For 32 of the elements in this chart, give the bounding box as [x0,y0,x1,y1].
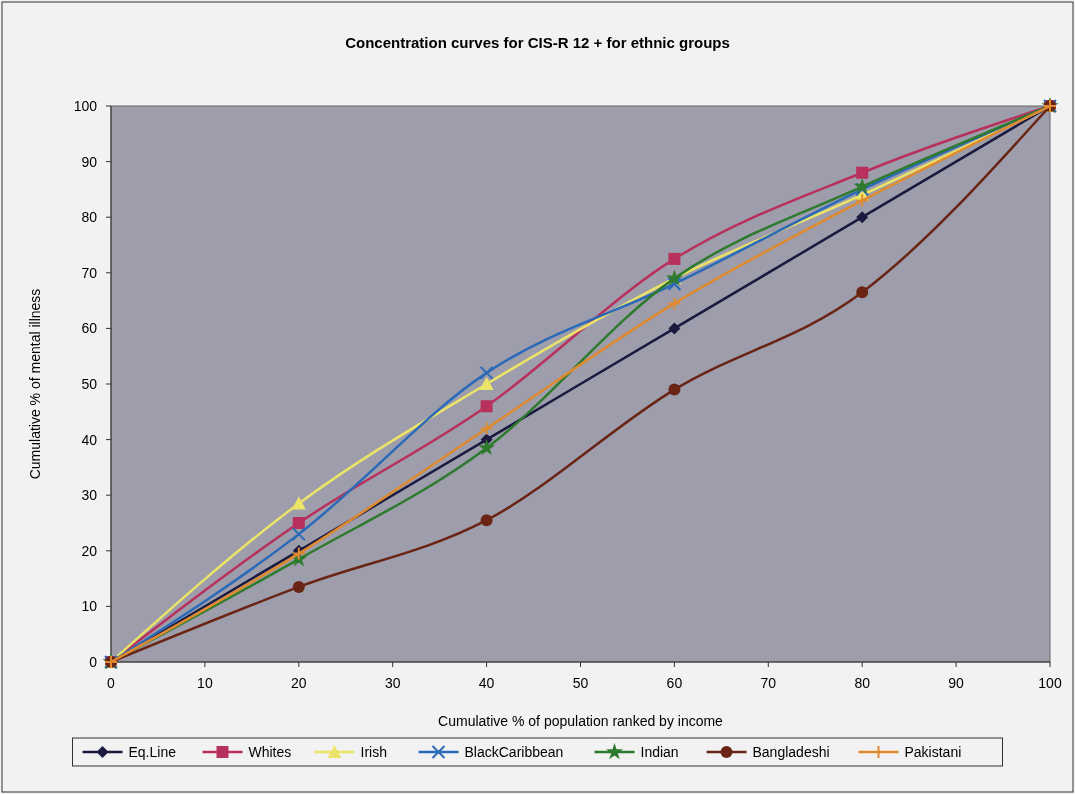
x-tick-label: 80 [854,675,871,691]
x-tick-label: 100 [1038,675,1062,691]
x-tick-label: 0 [107,675,116,691]
y-tick-label: 40 [81,431,98,448]
x-axis-title: Cumulative % of population ranked by income [438,713,724,729]
x-tick-label: 30 [384,675,401,691]
y-tick-label: 20 [81,542,98,559]
y-tick-label: 90 [81,153,98,170]
y-tick-label: 60 [81,320,98,337]
x-tick-label: 10 [197,675,213,691]
x-tick-label: 90 [948,675,965,691]
y-tick-label: 10 [81,598,98,615]
legend-label: Bangladeshi [752,744,830,760]
x-tick-label: 20 [291,675,307,691]
x-tick-label: 50 [572,675,589,691]
legend-label: Indian [640,744,679,760]
y-tick-label: 80 [81,209,98,226]
legend-label: Irish [360,744,387,760]
y-tick-label: 30 [81,487,98,504]
legend-label: BlackCaribbean [464,744,564,760]
legend-label: Whites [248,744,292,760]
y-tick-label: 100 [73,98,98,114]
y-tick-label: 50 [81,376,98,392]
y-axis-title: Cumulative % of mental illness [27,288,43,480]
x-tick-label: 70 [760,675,777,691]
chart-title: Concentration curves for CIS-R 12 + for ethnic groups [345,34,730,51]
y-tick-label: 70 [81,264,98,281]
x-tick-label: 40 [478,675,495,691]
y-tick-label: 0 [89,654,98,670]
legend-label: Pakistani [904,744,962,760]
x-tick-label: 60 [666,675,683,691]
legend-label: Eq.Line [128,744,177,760]
